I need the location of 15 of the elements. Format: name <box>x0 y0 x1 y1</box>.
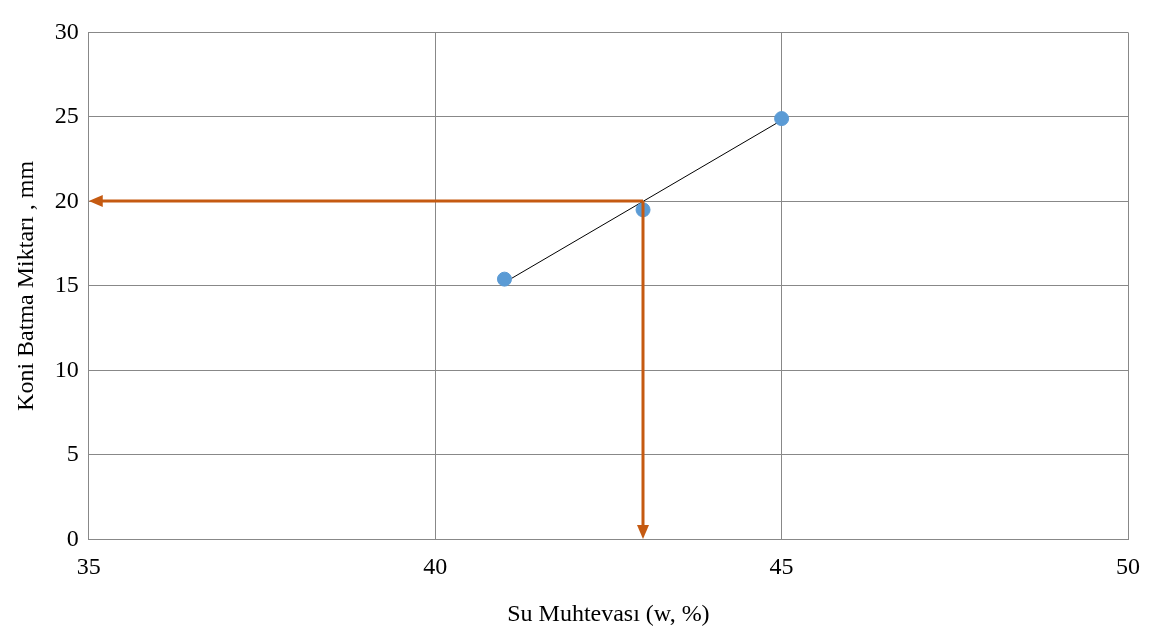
y-tick-label: 30 <box>54 17 79 44</box>
point <box>774 111 790 127</box>
x-tick-label: 45 <box>769 553 794 580</box>
x-tick-label: 50 <box>1116 553 1140 580</box>
x-tick-label: 35 <box>76 553 101 580</box>
y-tick-label: 0 <box>66 524 79 551</box>
y-tick-label: 20 <box>54 186 79 213</box>
point <box>496 271 512 287</box>
y-tick-label: 10 <box>54 355 79 382</box>
y-tick-label: 5 <box>66 440 79 467</box>
y-tick-label: 25 <box>54 102 79 129</box>
y-axis-title: Koni Batma Miktarı , mm <box>11 160 38 411</box>
x-axis-title: Su Muhtevası (w, %) <box>507 599 710 626</box>
x-tick-label: 40 <box>423 553 448 580</box>
y-tick-label: 15 <box>54 271 79 298</box>
